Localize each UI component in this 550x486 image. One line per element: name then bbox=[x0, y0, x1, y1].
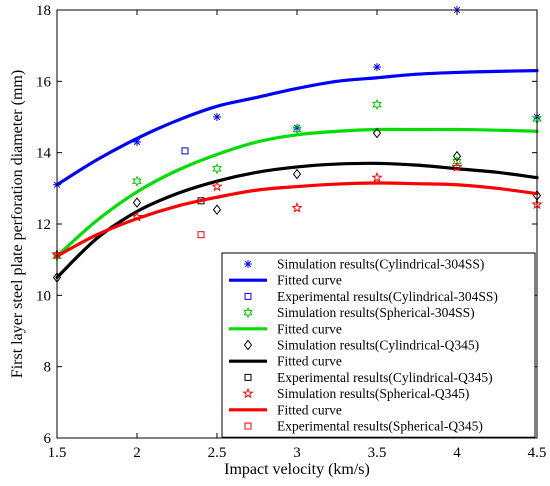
data-point bbox=[197, 231, 205, 239]
y-tick-label: 10 bbox=[36, 288, 51, 304]
legend-marker bbox=[244, 260, 252, 268]
series-2 bbox=[181, 147, 189, 155]
legend-symbol bbox=[243, 306, 253, 319]
y-tick-label: 6 bbox=[44, 431, 52, 447]
legend-entry: Fitted curve bbox=[277, 273, 342, 288]
y-tick-label: 8 bbox=[44, 360, 52, 376]
data-point bbox=[291, 202, 303, 213]
legend-symbol bbox=[242, 387, 254, 399]
legend-marker bbox=[243, 339, 253, 351]
data-point bbox=[292, 168, 302, 180]
data-point bbox=[452, 150, 462, 162]
legend-entry: Experimental results(Cylindrical-Q345) bbox=[277, 370, 493, 385]
x-tick-label: 3 bbox=[293, 445, 301, 461]
x-tick-label: 2.5 bbox=[208, 445, 227, 461]
fitted-curve-line bbox=[55, 127, 539, 258]
data-point bbox=[213, 113, 221, 121]
legend-symbol bbox=[244, 292, 252, 300]
legend-symbol bbox=[244, 422, 252, 430]
y-axis-label: First layer steel plate perforation diam… bbox=[9, 70, 26, 378]
data-point bbox=[212, 163, 222, 175]
legend-symbol bbox=[244, 260, 252, 268]
series-10 bbox=[197, 231, 205, 239]
y-tick-label: 18 bbox=[36, 3, 51, 19]
data-point bbox=[452, 155, 462, 168]
x-tick-label: 4.5 bbox=[528, 445, 547, 461]
series-8 bbox=[51, 161, 543, 260]
plot-marks bbox=[51, 6, 543, 283]
x-tick-label: 1.5 bbox=[48, 445, 67, 461]
series-1 bbox=[55, 69, 539, 187]
data-point bbox=[132, 175, 142, 187]
series-9 bbox=[55, 181, 539, 258]
legend-marker bbox=[244, 292, 252, 300]
legend-marker bbox=[244, 422, 252, 430]
legend-entry: Fitted curve bbox=[277, 354, 342, 369]
data-point bbox=[451, 161, 463, 172]
data-point bbox=[132, 197, 142, 208]
data-point bbox=[212, 204, 222, 216]
legend-entry: Experimental results(Cylindrical-304SS) bbox=[277, 289, 498, 304]
series-4 bbox=[55, 127, 539, 258]
legend-box bbox=[221, 252, 536, 438]
series-3 bbox=[52, 98, 542, 262]
legend-entry: Simulation results(Spherical-Q345) bbox=[277, 386, 469, 401]
legend-marker bbox=[242, 387, 254, 399]
legend-symbol bbox=[244, 373, 252, 381]
x-tick-label: 4 bbox=[453, 445, 461, 461]
y-tick-label: 12 bbox=[36, 217, 51, 233]
legend-entry: Fitted curve bbox=[277, 321, 342, 336]
data-point bbox=[372, 98, 382, 111]
series-0 bbox=[53, 6, 541, 189]
legend: Simulation results(Cylindrical-304SS)Fit… bbox=[221, 252, 536, 438]
data-point bbox=[181, 147, 189, 155]
data-point bbox=[371, 171, 383, 183]
y-tick-label: 16 bbox=[36, 74, 52, 90]
x-tick-label: 2 bbox=[133, 445, 141, 461]
fitted-curve-line bbox=[55, 181, 539, 258]
legend-symbol bbox=[243, 339, 253, 351]
x-tick-label: 3.5 bbox=[368, 445, 387, 461]
data-point bbox=[373, 63, 381, 72]
legend-marker bbox=[243, 306, 253, 319]
data-point bbox=[372, 127, 382, 139]
legend-entry: Experimental results(Spherical-Q345) bbox=[277, 419, 483, 434]
legend-entry: Simulation results(Spherical-304SS) bbox=[277, 305, 475, 320]
legend-entry: Fitted curve bbox=[277, 402, 342, 417]
fitted-curve-line bbox=[55, 69, 539, 187]
data-point bbox=[211, 180, 223, 192]
legend-entry: Simulation results(Cylindrical-Q345) bbox=[277, 338, 479, 353]
legend-marker bbox=[244, 373, 252, 381]
legend-entry: Simulation results(Cylindrical-304SS) bbox=[277, 257, 484, 272]
x-axis-label: Impact velocity (km/s) bbox=[224, 461, 370, 478]
y-tick-label: 14 bbox=[36, 146, 52, 162]
